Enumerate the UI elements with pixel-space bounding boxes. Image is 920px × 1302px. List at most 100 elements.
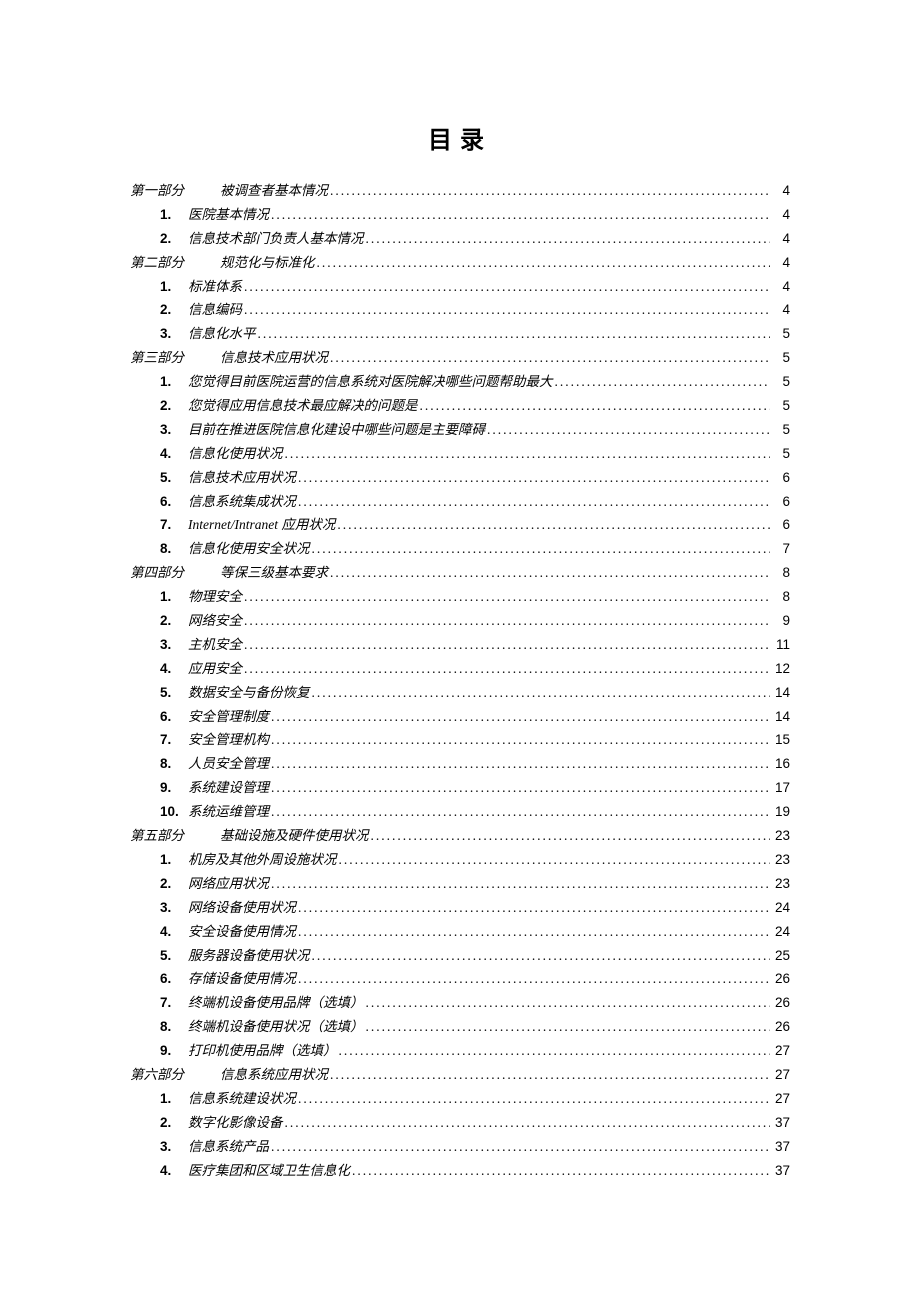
toc-leader-dots: ........................................… [330, 561, 770, 585]
toc-entry: 第二部分规范化与标准化.............................… [130, 251, 790, 275]
toc-entry-page: 23 [772, 824, 790, 848]
toc-entry: 第五部分基础设施及硬件使用状况.........................… [130, 824, 790, 848]
toc-entry: 1.医院基本情况................................… [130, 203, 790, 227]
toc-entry-text: 机房及其他外周设施状况 [188, 848, 337, 872]
toc-entry-page: 6 [772, 490, 790, 514]
toc-entry-number: 7. [160, 728, 188, 752]
toc-entry-text: 被调查者基本情况 [220, 179, 328, 203]
toc-entry-page: 5 [772, 346, 790, 370]
toc-leader-dots: ........................................… [244, 657, 770, 681]
toc-entry: 1.信息系统建设状况..............................… [130, 1087, 790, 1111]
toc-entry-number: 8. [160, 537, 188, 561]
toc-entry-page: 4 [772, 275, 790, 299]
toc-entry-number: 6. [160, 967, 188, 991]
toc-entry-text: 信息系统产品 [188, 1135, 269, 1159]
toc-entry: 第四部分等保三级基本要求............................… [130, 561, 790, 585]
toc-leader-dots: ........................................… [339, 1039, 771, 1063]
toc-entry-text: 安全管理制度 [188, 705, 269, 729]
toc-entry: 4.应用安全..................................… [130, 657, 790, 681]
toc-leader-dots: ........................................… [271, 776, 770, 800]
toc-entry-page: 26 [772, 991, 790, 1015]
toc-entry-page: 19 [772, 800, 790, 824]
toc-entry: 10.系统运维管理...............................… [130, 800, 790, 824]
toc-entry-number: 5. [160, 681, 188, 705]
toc-leader-dots: ........................................… [244, 275, 770, 299]
toc-entry-number: 2. [160, 872, 188, 896]
toc-entry: 1.机房及其他外周设施状况...........................… [130, 848, 790, 872]
toc-entry-page: 4 [772, 227, 790, 251]
toc-entry-number: 第二部分 [130, 251, 220, 275]
toc-entry-text: 系统运维管理 [188, 800, 269, 824]
toc-entry: 8.终端机设备使用状况（选填）.........................… [130, 1015, 790, 1039]
toc-entry-text: 信息技术部门负责人基本情况 [188, 227, 364, 251]
toc-entry-number: 1. [160, 848, 188, 872]
toc-entry: 5.服务器设备使用状况.............................… [130, 944, 790, 968]
toc-leader-dots: ........................................… [244, 585, 770, 609]
toc-entry-page: 6 [772, 466, 790, 490]
toc-entry-number: 第一部分 [130, 179, 220, 203]
toc-entry-page: 8 [772, 585, 790, 609]
toc-entry-text: 网络设备使用状况 [188, 896, 296, 920]
toc-entry-number: 5. [160, 944, 188, 968]
toc-entry-text: 存储设备使用情况 [188, 967, 296, 991]
toc-entry-number: 2. [160, 1111, 188, 1135]
toc-entry: 第六部分信息系统应用状况............................… [130, 1063, 790, 1087]
toc-leader-dots: ........................................… [420, 394, 771, 418]
toc-leader-dots: ........................................… [330, 346, 770, 370]
toc-entry-page: 4 [772, 251, 790, 275]
toc-entry-page: 4 [772, 298, 790, 322]
toc-entry-page: 23 [772, 848, 790, 872]
toc-entry-number: 3. [160, 322, 188, 346]
toc-entry: 2.信息编码..................................… [130, 298, 790, 322]
toc-leader-dots: ........................................… [244, 298, 770, 322]
toc-entry: 5.数据安全与备份恢复.............................… [130, 681, 790, 705]
toc-leader-dots: ........................................… [339, 848, 771, 872]
toc-entry-page: 5 [772, 418, 790, 442]
toc-entry-page: 15 [772, 728, 790, 752]
toc-entry-number: 3. [160, 1135, 188, 1159]
toc-entry-number: 10. [160, 800, 188, 824]
toc-entry-text: 服务器设备使用状况 [188, 944, 310, 968]
toc-entry-text: 基础设施及硬件使用状况 [220, 824, 369, 848]
toc-entry: 5.信息技术应用状况..............................… [130, 466, 790, 490]
toc-entry-number: 6. [160, 705, 188, 729]
toc-entry-number: 9. [160, 776, 188, 800]
toc-entry-page: 8 [772, 561, 790, 585]
toc-entry-page: 27 [772, 1087, 790, 1111]
toc-entry-number: 1. [160, 1087, 188, 1111]
toc-leader-dots: ........................................… [244, 609, 770, 633]
toc-leader-dots: ........................................… [312, 681, 771, 705]
toc-entry-page: 17 [772, 776, 790, 800]
toc-entry: 2.数字化影像设备...............................… [130, 1111, 790, 1135]
toc-leader-dots: ........................................… [298, 466, 770, 490]
toc-entry-text: 安全管理机构 [188, 728, 269, 752]
toc-entry: 7.终端机设备使用品牌（选填）.........................… [130, 991, 790, 1015]
toc-entry-number: 4. [160, 442, 188, 466]
toc-entry: 2.网络应用状况................................… [130, 872, 790, 896]
toc-leader-dots: ........................................… [298, 1087, 770, 1111]
toc-entry-page: 37 [772, 1135, 790, 1159]
toc-leader-dots: ........................................… [330, 1063, 770, 1087]
toc-entry-number: 8. [160, 752, 188, 776]
toc-leader-dots: ........................................… [244, 633, 770, 657]
toc-entry-text: 信息化使用状况 [188, 442, 283, 466]
toc-leader-dots: ........................................… [285, 442, 771, 466]
toc-entry: 第一部分被调查者基本情况............................… [130, 179, 790, 203]
toc-entry-number: 1. [160, 275, 188, 299]
toc-entry-text: 医院基本情况 [188, 203, 269, 227]
toc-entry-page: 26 [772, 1015, 790, 1039]
toc-entry-page: 7 [772, 537, 790, 561]
toc-leader-dots: ........................................… [271, 752, 770, 776]
toc-entry-text: 系统建设管理 [188, 776, 269, 800]
toc-entry-text: 您觉得目前医院运营的信息系统对医院解决哪些问题帮助最大 [188, 370, 553, 394]
toc-entry-page: 5 [772, 442, 790, 466]
toc-entry: 2.您觉得应用信息技术最应解决的问题是.....................… [130, 394, 790, 418]
toc-entry: 3.主机安全..................................… [130, 633, 790, 657]
toc-entry-page: 37 [772, 1159, 790, 1183]
toc-entry-text: 人员安全管理 [188, 752, 269, 776]
toc-entry-text: 信息编码 [188, 298, 242, 322]
toc-entry-number: 6. [160, 490, 188, 514]
toc-entry-text: 您觉得应用信息技术最应解决的问题是 [188, 394, 418, 418]
toc-entry-page: 5 [772, 394, 790, 418]
toc-entry-text: 网络安全 [188, 609, 242, 633]
